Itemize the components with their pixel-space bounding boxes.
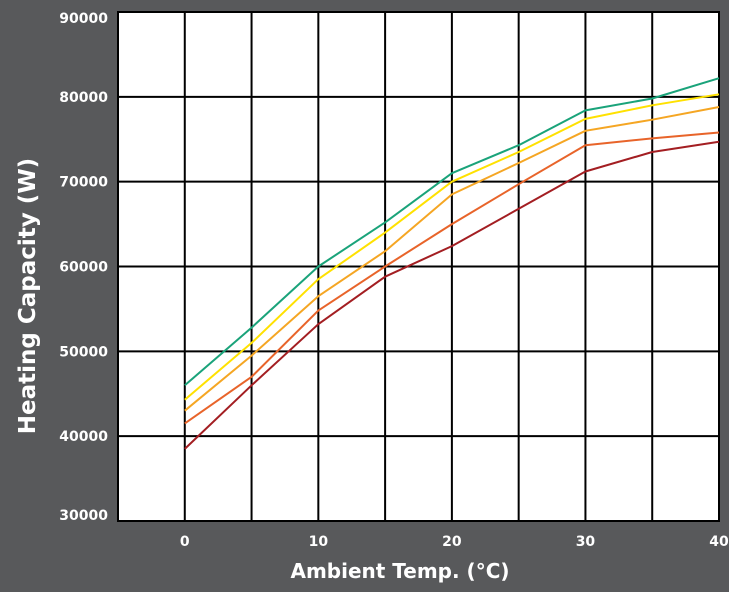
x-tick-label: 20 [442, 534, 462, 550]
series-line [184, 77, 720, 387]
series-line [184, 131, 720, 425]
series-line [184, 106, 720, 412]
x-tick-labels: 0 10 20 30 40 [180, 534, 729, 550]
series-line [184, 93, 720, 401]
x-tick-label: 40 [709, 534, 729, 550]
x-tick-label: 0 [180, 534, 190, 550]
series-lines [184, 77, 720, 450]
y-tick-label: 50000 [59, 344, 108, 360]
series-line [184, 140, 720, 450]
grid-lines [118, 11, 720, 522]
y-tick-label: 70000 [59, 175, 108, 191]
x-axis-title: Ambient Temp. (°C) [290, 559, 509, 583]
x-tick-label: 30 [576, 534, 596, 550]
y-axis-title: Heating Capacity (W) [15, 158, 41, 434]
y-tick-labels: 30000 40000 50000 60000 70000 80000 90000 [59, 11, 108, 524]
x-tick-label: 10 [309, 534, 329, 550]
y-tick-label: 90000 [59, 11, 108, 27]
y-tick-label: 40000 [59, 429, 108, 445]
y-tick-label: 80000 [59, 90, 108, 106]
y-tick-label: 60000 [59, 260, 108, 276]
y-tick-label: 30000 [59, 508, 108, 524]
